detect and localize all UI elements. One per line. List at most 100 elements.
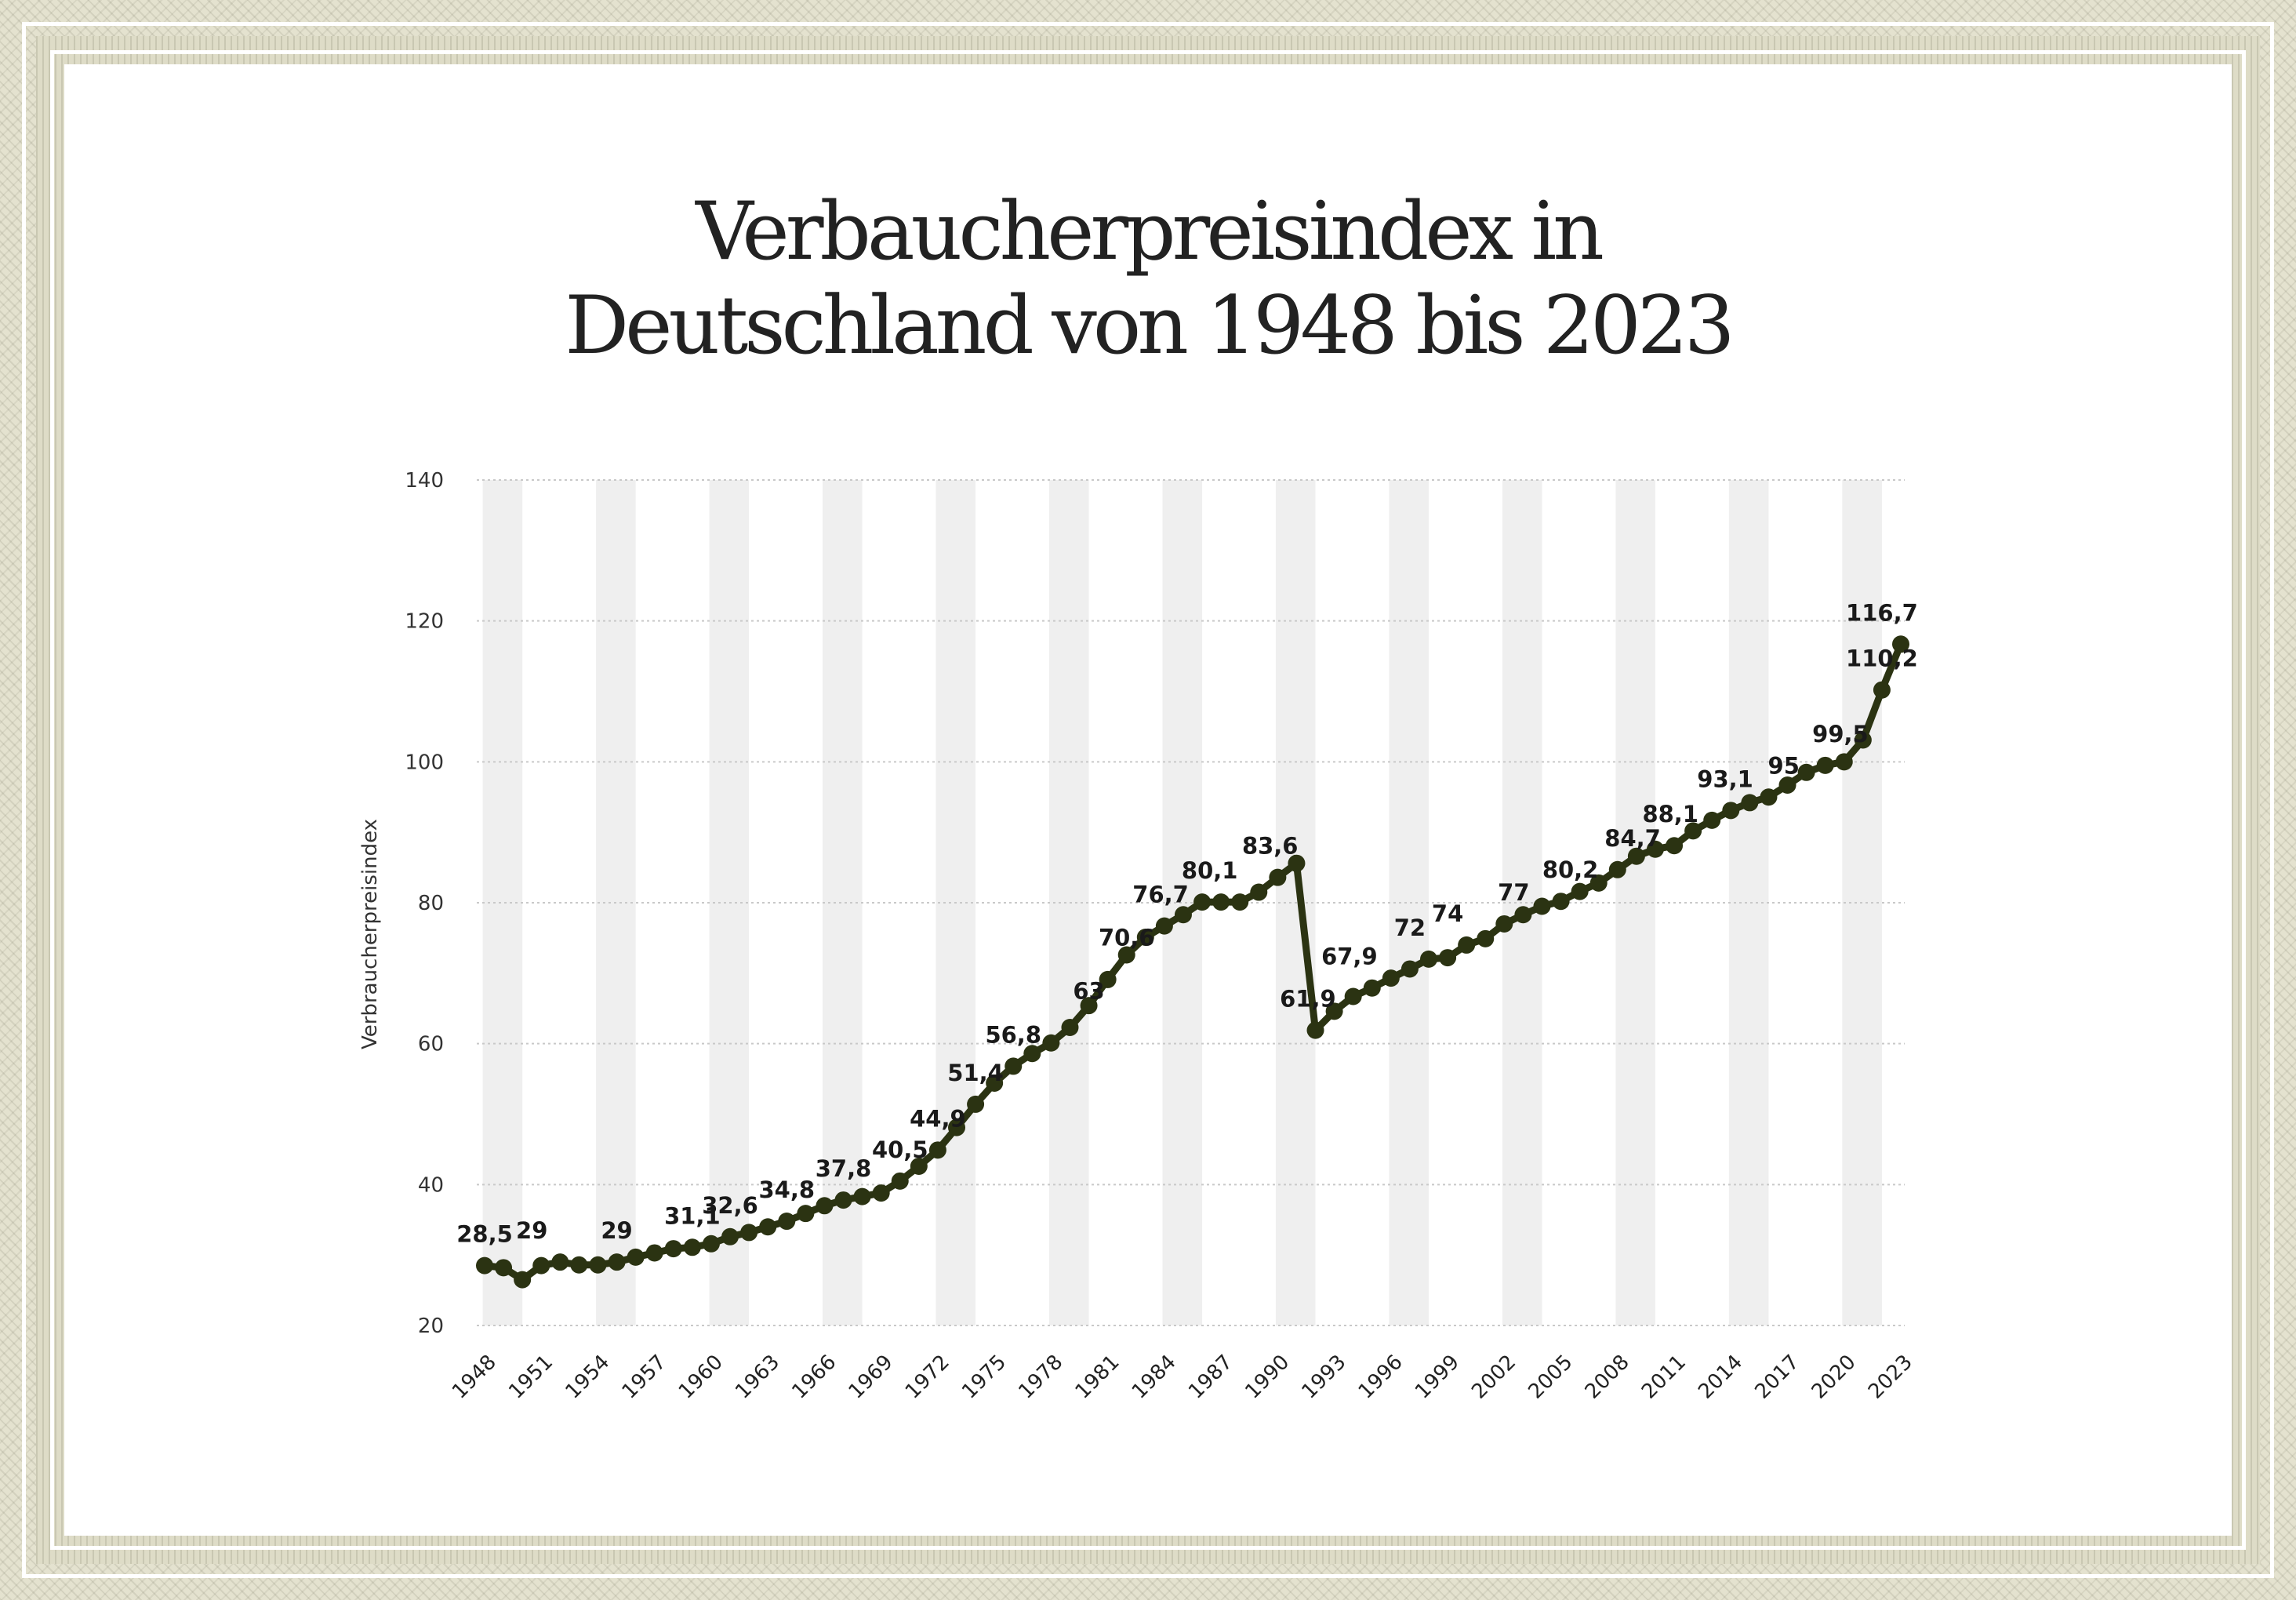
data-point: [1514, 906, 1532, 924]
x-tick-label: 1948: [448, 1351, 501, 1404]
x-tick-label: 1969: [845, 1351, 898, 1404]
data-label: 28,5: [456, 1221, 513, 1248]
data-point: [683, 1238, 701, 1256]
data-label: 31,1: [664, 1202, 721, 1229]
data-point: [476, 1256, 493, 1275]
data-point: [1099, 970, 1117, 988]
data-point: [1495, 915, 1513, 933]
data-point: [1703, 811, 1721, 829]
data-point: [1722, 802, 1740, 820]
x-tick-label: 2002: [1467, 1351, 1520, 1404]
data-label: 84,7: [1604, 825, 1661, 852]
y-tick-label: 40: [418, 1173, 444, 1197]
y-tick-label: 120: [405, 610, 444, 634]
data-point: [1741, 794, 1759, 812]
data-point: [1212, 893, 1230, 911]
data-point: [551, 1253, 569, 1271]
data-point: [1873, 681, 1891, 699]
data-label: 74: [1432, 900, 1463, 927]
data-point: [816, 1197, 834, 1215]
data-point: [759, 1218, 777, 1236]
data-label: 70,6: [1099, 924, 1155, 951]
data-point: [645, 1244, 663, 1262]
data-point: [1400, 960, 1419, 978]
data-label: 88,1: [1642, 801, 1698, 827]
data-point: [1666, 837, 1684, 855]
data-label: 80,1: [1182, 857, 1238, 884]
x-tick-label: 2023: [1864, 1351, 1917, 1404]
x-tick-label: 1963: [731, 1351, 784, 1404]
data-point: [872, 1184, 890, 1202]
data-point: [1760, 788, 1778, 806]
data-point: [1571, 882, 1589, 900]
x-tick-label: 1987: [1184, 1351, 1237, 1404]
data-label: 29: [516, 1217, 547, 1244]
data-point: [608, 1253, 626, 1271]
data-label: 72: [1394, 915, 1426, 941]
data-point: [1363, 979, 1381, 997]
data-point: [910, 1157, 928, 1175]
data-label: 56,8: [985, 1021, 1041, 1048]
data-point: [853, 1187, 871, 1205]
data-label: 110,2: [1846, 645, 1918, 672]
data-point: [1778, 776, 1796, 794]
data-point: [1835, 753, 1853, 771]
data-point: [1552, 893, 1570, 911]
data-point: [1004, 1057, 1023, 1075]
frame-inner-line: [22, 22, 2274, 1578]
x-tick-label: 1984: [1128, 1351, 1181, 1404]
data-point: [1892, 635, 1909, 653]
data-point: [495, 1259, 513, 1277]
data-point: [1023, 1045, 1041, 1063]
data-label: 44,9: [910, 1105, 966, 1132]
x-tick-label: 1978: [1014, 1351, 1067, 1404]
data-point: [928, 1141, 946, 1159]
x-tick-label: 1999: [1411, 1351, 1464, 1404]
data-point: [1797, 763, 1815, 781]
data-point: [1193, 893, 1212, 911]
y-tick-label: 20: [418, 1315, 444, 1338]
data-label: 40,5: [872, 1136, 928, 1163]
data-point: [702, 1235, 720, 1253]
data-point: [1269, 868, 1287, 886]
data-point: [721, 1227, 739, 1245]
x-tick-label: 1966: [787, 1351, 841, 1404]
data-point: [1155, 917, 1173, 935]
y-axis-label: Verbraucherpreisindex: [358, 819, 382, 1049]
data-point: [664, 1240, 682, 1258]
data-point: [1477, 929, 1495, 947]
data-point: [1136, 929, 1154, 947]
data-label: 37,8: [816, 1155, 872, 1182]
data-point: [967, 1095, 985, 1113]
data-point: [532, 1256, 550, 1275]
y-tick-label: 100: [405, 751, 444, 774]
data-label: 77: [1498, 879, 1529, 906]
data-point: [1420, 950, 1437, 968]
data-point: [1684, 822, 1702, 840]
x-tick-label: 2008: [1581, 1351, 1634, 1404]
x-tick-label: 1996: [1354, 1351, 1408, 1404]
data-point: [1231, 893, 1249, 911]
x-tick-label: 2005: [1524, 1351, 1578, 1404]
data-point: [1533, 897, 1551, 915]
data-point: [1042, 1034, 1060, 1052]
data-point: [1344, 987, 1362, 1005]
data-point: [1816, 756, 1834, 774]
y-tick-label: 60: [418, 1033, 444, 1056]
data-point: [1589, 874, 1608, 892]
data-point: [1854, 731, 1872, 749]
x-tick-label: 2011: [1637, 1351, 1691, 1404]
data-label: 63: [1073, 978, 1104, 1005]
data-label: 51,4: [947, 1060, 1004, 1086]
data-label: 80,2: [1542, 856, 1599, 883]
data-point: [986, 1074, 1004, 1092]
x-tick-label: 1951: [504, 1351, 558, 1404]
data-point: [1250, 883, 1268, 901]
data-point: [627, 1248, 645, 1266]
data-point: [570, 1256, 588, 1274]
data-point: [1382, 969, 1400, 987]
x-tick-label: 1972: [901, 1351, 954, 1404]
data-point: [1439, 949, 1457, 967]
data-point: [1646, 840, 1664, 858]
